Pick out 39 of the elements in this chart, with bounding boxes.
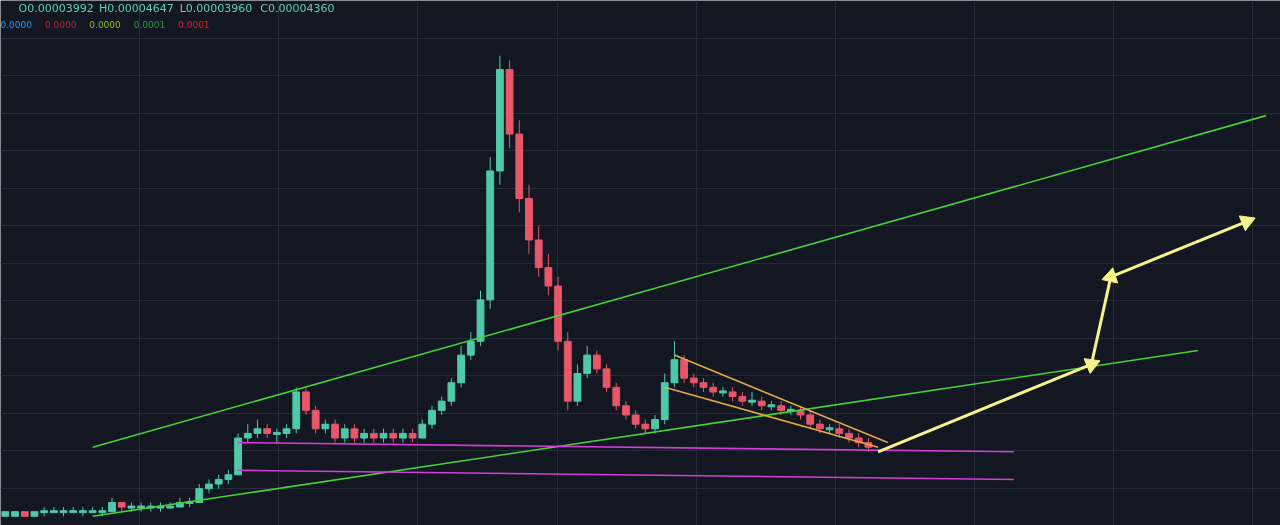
candlestick bbox=[592, 350, 601, 375]
candlestick bbox=[806, 409, 815, 430]
candlestick bbox=[331, 419, 339, 444]
candlestick bbox=[360, 428, 369, 444]
text: H0.00004647 bbox=[99, 1, 174, 15]
candlestick bbox=[437, 396, 446, 416]
text: O0.00003992 bbox=[18, 1, 94, 15]
candlestick bbox=[418, 419, 427, 439]
candlestick bbox=[311, 405, 320, 434]
text: 0.0001 bbox=[178, 19, 210, 30]
candlestick bbox=[243, 423, 252, 444]
text: 0.0001 bbox=[133, 19, 166, 30]
candlestick bbox=[302, 386, 310, 416]
candlestick bbox=[205, 478, 213, 494]
text: C0.00004360 bbox=[260, 1, 335, 15]
candlestick bbox=[350, 423, 359, 444]
candlestick bbox=[466, 331, 475, 361]
candlestick bbox=[680, 354, 689, 384]
candlestick bbox=[428, 405, 436, 430]
candlestick bbox=[137, 501, 145, 513]
candlestick bbox=[845, 428, 853, 444]
candlestick bbox=[583, 345, 592, 379]
candlestick bbox=[612, 382, 621, 411]
candlestick bbox=[40, 506, 49, 517]
text: L0.00003960 bbox=[179, 1, 253, 15]
candlestick bbox=[602, 363, 611, 393]
candlestick bbox=[399, 428, 407, 444]
candlestick bbox=[79, 506, 87, 517]
text: 0.0000 bbox=[89, 19, 122, 30]
text: 0.0000 bbox=[44, 19, 77, 30]
candlestick bbox=[631, 409, 640, 430]
candlestick bbox=[719, 386, 727, 398]
text: 0.0000 bbox=[0, 19, 33, 30]
candlestick bbox=[447, 377, 456, 407]
candlestick bbox=[253, 419, 262, 439]
candlestick bbox=[340, 423, 349, 444]
candlestick bbox=[748, 391, 756, 407]
candlestick bbox=[272, 428, 281, 444]
candlestick bbox=[622, 400, 630, 421]
